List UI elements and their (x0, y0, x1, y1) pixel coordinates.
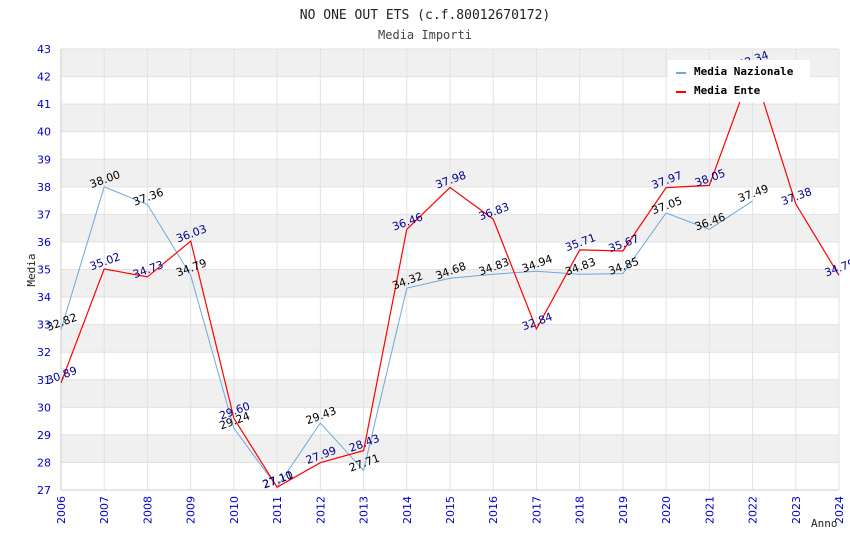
x-tick-label: 2008 (141, 496, 154, 524)
y-tick-label: 29 (37, 429, 51, 442)
legend-label-media-ente: Media Ente (694, 84, 761, 97)
y-tick-label: 34 (37, 291, 51, 304)
y-tick-label: 42 (37, 71, 51, 84)
x-tick-label: 2020 (660, 496, 673, 524)
chart-title: NO ONE OUT ETS (c.f.80012670172) (300, 8, 550, 23)
series-line-media-nazionale (60, 186, 753, 488)
x-tick-label: 2023 (790, 496, 803, 524)
y-tick-label: 33 (37, 319, 51, 332)
y-tick-label: 40 (37, 126, 51, 139)
y-tick-label: 36 (37, 236, 51, 249)
x-tick-label: 2016 (487, 496, 500, 524)
y-tick-label: 43 (37, 43, 51, 56)
chart-subtitle: Media Importi (378, 28, 472, 42)
x-tick-label: 2007 (98, 496, 111, 524)
y-tick-label: 41 (37, 98, 51, 111)
x-tick-label: 2017 (530, 496, 543, 524)
x-tick-label: 2022 (747, 496, 760, 524)
x-tick-label: 2012 (314, 496, 327, 524)
series-lines (60, 65, 840, 489)
x-tick-label: 2010 (228, 496, 241, 524)
x-tick-label: 2015 (444, 496, 457, 524)
y-tick-label: 39 (37, 153, 51, 166)
y-tick-label: 35 (37, 264, 51, 277)
x-tick-label: 2019 (617, 496, 630, 524)
y-tick-label: 37 (37, 208, 51, 221)
y-axis-ticks: 27 28 29 30 31 32 33 34 35 36 37 38 39 40 41 42 43 (37, 43, 51, 497)
y-tick-label: 30 (37, 401, 51, 414)
x-tick-label: 2013 (358, 496, 371, 524)
y-tick-label: 28 (37, 456, 51, 469)
data-label: 34.79 (823, 257, 850, 280)
legend-box (668, 60, 810, 102)
x-tick-label: 2014 (401, 496, 414, 524)
y-tick-label: 38 (37, 181, 51, 194)
grid-lines (60, 48, 840, 491)
x-axis-label: Anno (811, 517, 838, 530)
x-tick-label: 2009 (185, 496, 198, 524)
x-tick-label: 2024 (833, 496, 846, 524)
x-tick-label: 2018 (574, 496, 587, 524)
y-tick-label: 31 (37, 374, 51, 387)
x-axis-ticks: 2006 2007 2008 2009 2010 2011 2012 2013 2014 2015… (55, 496, 846, 524)
x-tick-label: 2021 (703, 496, 716, 524)
legend-label-media-nazionale: Media Nazionale (694, 65, 794, 78)
series-line-media-ente (60, 65, 840, 489)
y-axis-label: Media (25, 253, 38, 286)
y-tick-label: 32 (37, 346, 51, 359)
y-tick-label: 27 (37, 484, 51, 497)
x-tick-label: 2006 (55, 496, 68, 524)
legend: Media Nazionale Media Ente (668, 60, 810, 102)
x-tick-label: 2011 (271, 496, 284, 524)
